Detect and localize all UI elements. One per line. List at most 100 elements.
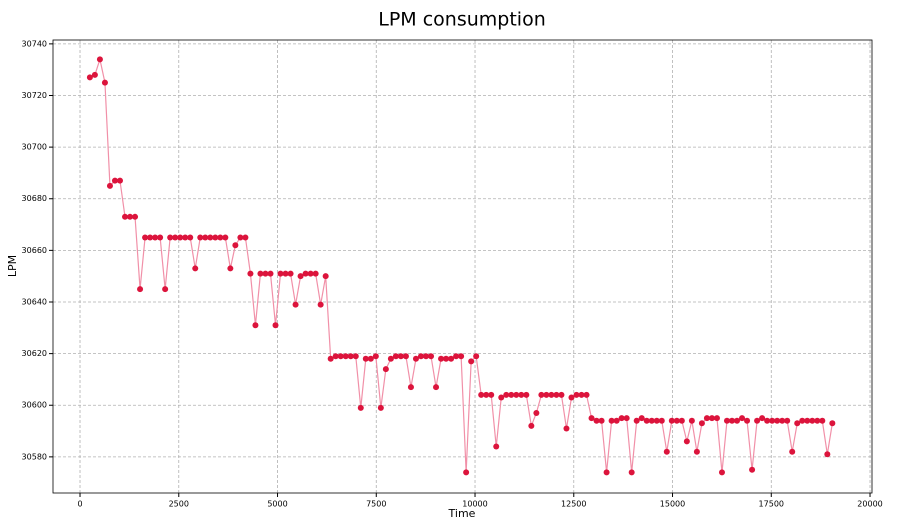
data-point — [202, 234, 209, 241]
data-point — [382, 366, 389, 373]
data-point — [96, 56, 103, 63]
data-point — [317, 301, 324, 308]
data-point — [337, 353, 344, 360]
data-point — [673, 417, 680, 424]
data-point — [417, 353, 424, 360]
data-point — [468, 358, 475, 365]
y-tick-label: 30620 — [22, 349, 47, 358]
y-tick-label: 30600 — [22, 401, 47, 410]
data-point — [784, 417, 791, 424]
data-point — [162, 286, 169, 293]
data-point — [272, 322, 279, 329]
data-point — [633, 417, 640, 424]
data-point — [658, 417, 665, 424]
data-point — [127, 213, 134, 220]
x-axis-label: Time — [448, 507, 476, 520]
x-tick-label: 17500 — [759, 500, 784, 509]
data-point — [774, 417, 781, 424]
data-point — [618, 415, 625, 422]
x-tick-label: 5000 — [267, 500, 287, 509]
y-tick-label: 30680 — [22, 194, 47, 203]
data-point — [453, 353, 460, 360]
data-point — [101, 79, 108, 86]
data-point — [242, 234, 249, 241]
data-point — [287, 270, 294, 277]
y-tick-label: 30640 — [22, 297, 47, 306]
data-point — [819, 417, 826, 424]
data-point — [247, 270, 254, 277]
data-point — [252, 322, 259, 329]
data-point — [207, 234, 214, 241]
data-point — [217, 234, 224, 241]
data-point — [448, 355, 455, 362]
data-point — [433, 384, 440, 391]
data-point — [91, 71, 98, 78]
data-point — [573, 391, 580, 398]
data-point — [814, 417, 821, 424]
data-point — [779, 417, 786, 424]
data-point — [563, 425, 570, 432]
data-point — [277, 270, 284, 277]
data-point — [292, 301, 299, 308]
data-point — [638, 415, 645, 422]
plot-frame — [52, 39, 873, 494]
data-point — [106, 182, 113, 189]
data-point — [583, 391, 590, 398]
data-point — [282, 270, 289, 277]
data-point — [483, 391, 490, 398]
data-point — [362, 355, 369, 362]
data-point — [407, 384, 414, 391]
data-point — [222, 234, 229, 241]
data-point — [147, 234, 154, 241]
data-point — [111, 177, 118, 184]
data-point — [513, 391, 520, 398]
data-point — [558, 391, 565, 398]
data-point — [799, 417, 806, 424]
data-point — [613, 417, 620, 424]
chart-title: LPM consumption — [378, 9, 546, 31]
data-point — [693, 448, 700, 455]
data-point — [267, 270, 274, 277]
data-point — [327, 355, 334, 362]
data-point — [428, 353, 435, 360]
data-point — [372, 353, 379, 360]
data-point — [713, 415, 720, 422]
data-point — [347, 353, 354, 360]
data-point — [553, 391, 560, 398]
data-point — [438, 355, 445, 362]
data-point — [257, 270, 264, 277]
data-point — [718, 469, 725, 476]
data-point — [643, 417, 650, 424]
data-point — [523, 391, 530, 398]
data-point — [809, 417, 816, 424]
data-point — [794, 420, 801, 427]
data-point — [593, 417, 600, 424]
data-point — [322, 273, 329, 280]
data-point — [653, 417, 660, 424]
data-point — [578, 391, 585, 398]
data-point — [598, 417, 605, 424]
data-point — [759, 415, 766, 422]
data-point — [698, 420, 705, 427]
y-tick-label: 30580 — [22, 452, 47, 461]
data-point — [192, 265, 199, 272]
data-point — [177, 234, 184, 241]
data-point — [86, 74, 93, 81]
data-point — [543, 391, 550, 398]
data-point — [392, 353, 399, 360]
data-point — [769, 417, 776, 424]
data-point — [387, 355, 394, 362]
data-point — [402, 353, 409, 360]
data-point — [172, 234, 179, 241]
data-point — [367, 355, 374, 362]
data-point — [608, 417, 615, 424]
data-point — [538, 391, 545, 398]
data-point — [678, 417, 685, 424]
data-point — [703, 415, 710, 422]
data-point — [683, 438, 690, 445]
data-point — [824, 451, 831, 458]
data-point — [663, 448, 670, 455]
data-point — [142, 234, 149, 241]
